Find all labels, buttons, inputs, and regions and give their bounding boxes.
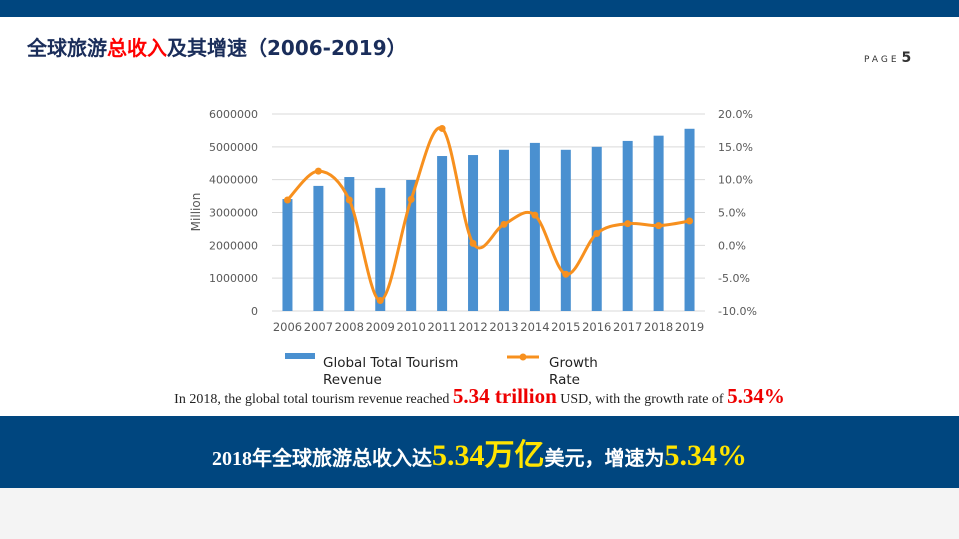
x-tick-label: 2014	[520, 320, 549, 334]
growth-point	[624, 220, 632, 228]
y-tick-label: 3000000	[209, 207, 258, 220]
y-tick-label: 0	[251, 305, 258, 318]
y2-tick-label: -5.0%	[718, 272, 750, 285]
x-tick-label: 2008	[335, 320, 364, 334]
title-part: 全球旅游	[27, 36, 107, 60]
growth-point	[562, 270, 570, 278]
x-tick-label: 2018	[644, 320, 673, 334]
y2-tick-label: 0.0%	[718, 239, 746, 252]
bar	[406, 179, 417, 311]
bar	[313, 185, 324, 311]
growth-point	[376, 296, 384, 304]
y-tick-label: 6000000	[209, 108, 258, 121]
growth-point	[438, 124, 446, 132]
y2-tick-label: 10.0%	[718, 174, 753, 187]
x-tick-label: 2012	[458, 320, 487, 334]
x-tick-label: 2011	[427, 320, 456, 334]
band-text: 2018年全球旅游总收入达	[212, 448, 432, 470]
x-tick-label: 2009	[366, 320, 395, 334]
bar	[282, 199, 293, 311]
growth-point	[655, 222, 663, 230]
legend-label: Global Total Tourism	[323, 355, 458, 371]
x-tick-label: 2019	[675, 320, 704, 334]
band-value: 5.34%	[664, 439, 748, 472]
bar	[344, 177, 355, 311]
y-tick-label: 2000000	[209, 239, 258, 252]
background-image	[0, 488, 959, 539]
bar	[498, 149, 509, 311]
page-number: 5	[901, 50, 912, 66]
bar	[468, 155, 479, 311]
band-value: 5.34万亿	[432, 439, 545, 472]
title-part: 及其增速（2006-2019）	[167, 36, 407, 60]
growth-point	[283, 196, 291, 204]
y2-tick-label: 5.0%	[718, 207, 746, 220]
x-tick-label: 2017	[613, 320, 642, 334]
legend-bar-swatch	[285, 353, 315, 359]
top-bar	[0, 0, 959, 17]
x-tick-label: 2015	[551, 320, 580, 334]
growth-point	[686, 217, 694, 225]
legend-line-marker	[519, 353, 527, 361]
page-indicator: PAGE 5	[864, 50, 911, 66]
chart: 0 -10.0% 1000000 -5.0% 2000000 0.0% 3000000 5.0…	[189, 108, 757, 388]
page-label: PAGE	[864, 55, 900, 65]
y-tick-label: 4000000	[209, 174, 258, 187]
bar	[375, 187, 386, 311]
y2-tick-label: -10.0%	[718, 305, 757, 318]
bar	[437, 156, 448, 311]
x-tick-label: 2010	[397, 320, 426, 334]
y2-tick-label: 20.0%	[718, 108, 753, 121]
legend-label: Growth	[549, 355, 598, 371]
y2-tick-label: 15.0%	[718, 141, 753, 154]
y-tick-label: 1000000	[209, 272, 258, 285]
english-caption: In 2018, the global total tourism revenu…	[0, 384, 959, 409]
legend-label: Revenue	[323, 372, 382, 388]
y-tick-label: 5000000	[209, 141, 258, 154]
caption-text: USD, with the growth rate of	[556, 392, 728, 407]
bar	[560, 149, 571, 311]
x-tick-label: 2013	[489, 320, 518, 334]
caption-value: 5.34 trillion	[452, 384, 557, 408]
growth-point	[469, 239, 477, 247]
band-text: 美元，增速为	[544, 448, 665, 470]
bar	[591, 146, 602, 311]
growth-point	[500, 220, 508, 228]
summary-band: 2018年全球旅游总收入达5.34万亿美元，增速为5.34%	[0, 416, 959, 488]
legend-label: Rate	[549, 372, 580, 388]
caption-text: In 2018, the global total tourism revenu…	[174, 392, 453, 407]
x-tick-label: 2016	[582, 320, 611, 334]
growth-point	[531, 211, 539, 219]
x-tick-label: 2007	[304, 320, 333, 334]
growth-point	[345, 196, 353, 204]
x-tick-label: 2006	[273, 320, 302, 334]
title-highlight: 总收入	[107, 36, 167, 60]
growth-point	[407, 195, 415, 203]
growth-point	[593, 230, 601, 238]
growth-point	[314, 167, 322, 175]
y-axis-label: Million	[189, 193, 203, 232]
caption-value: 5.34%	[727, 384, 785, 408]
page-title: 全球旅游总收入及其增速（2006-2019）	[27, 32, 407, 61]
bar	[529, 142, 540, 311]
